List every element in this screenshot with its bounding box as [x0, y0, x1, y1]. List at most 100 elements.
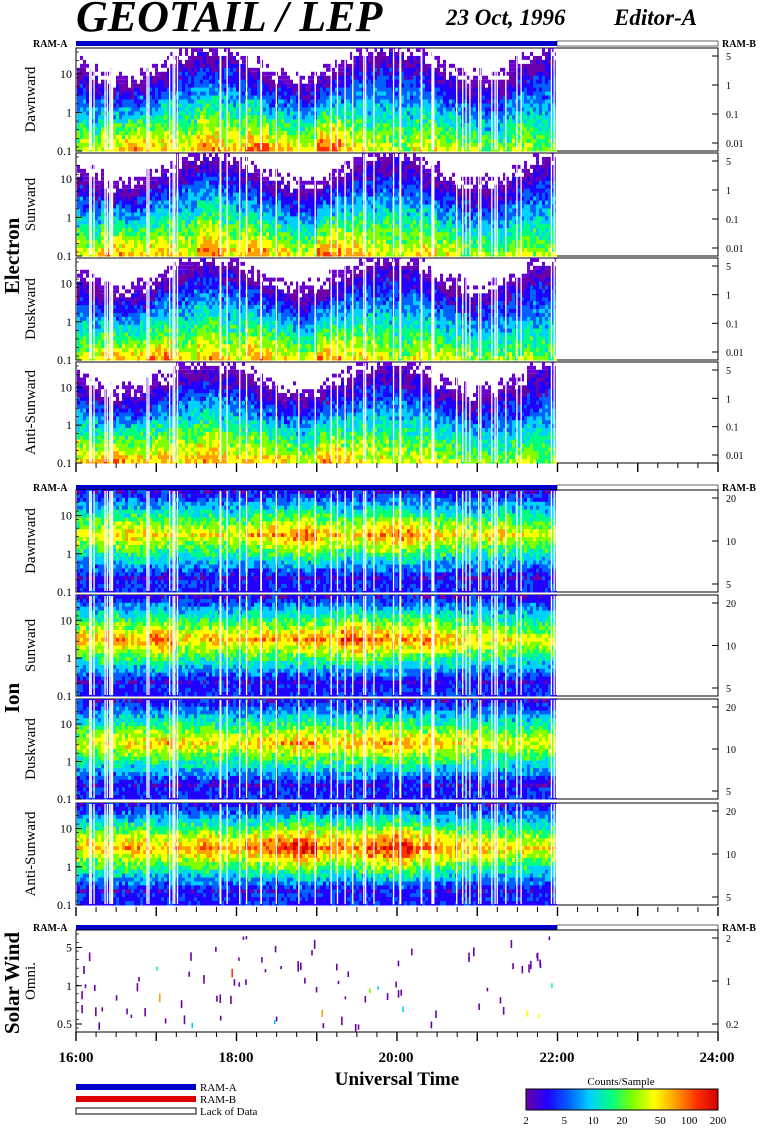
heatmap-cell — [254, 68, 257, 72]
heatmap-cell — [101, 100, 104, 104]
heatmap-cell — [203, 123, 206, 127]
heatmap-cell — [401, 103, 404, 107]
heatmap-cell — [131, 111, 134, 115]
plot-area: RAM-A RAM-BRAM-A RAM-BRAM-A RAM-B1010.1510.… — [23, 39, 756, 1041]
heatmap-cell — [248, 224, 251, 228]
heatmap-cell — [404, 123, 407, 127]
data-gap — [469, 49, 470, 150]
heatmap-cell — [209, 111, 212, 115]
heatmap-cell — [413, 92, 416, 96]
heatmap-cell — [140, 216, 143, 220]
heatmap-cell — [524, 119, 527, 123]
heatmap-cell — [194, 224, 197, 228]
heatmap-cell — [254, 84, 257, 88]
heatmap-cell — [383, 107, 386, 111]
heatmap-cell — [311, 115, 314, 119]
heatmap-cell — [353, 147, 356, 151]
heatmap-cell — [221, 135, 224, 139]
heatmap-cell — [143, 84, 146, 88]
heatmap-cell — [191, 153, 194, 157]
heatmap-cell — [242, 181, 245, 185]
heatmap-cell — [416, 64, 419, 68]
heatmap-cell — [428, 88, 431, 92]
heatmap-cell — [428, 115, 431, 119]
heatmap-cell — [443, 111, 446, 115]
heatmap-cell — [407, 127, 410, 131]
heatmap-cell — [86, 189, 89, 193]
heatmap-cell — [332, 96, 335, 100]
heatmap-cell — [158, 80, 161, 84]
heatmap-cell — [545, 143, 548, 147]
heatmap-cell — [443, 96, 446, 100]
heatmap-cell — [125, 236, 128, 240]
heatmap-cell — [257, 119, 260, 123]
heatmap-cell — [134, 131, 137, 135]
heatmap-cell — [473, 115, 476, 119]
heatmap-cell — [206, 236, 209, 240]
heatmap-cell — [425, 76, 428, 80]
heatmap-cell — [524, 56, 527, 60]
heatmap-cell — [155, 76, 158, 80]
heatmap-cell — [416, 60, 419, 64]
heatmap-cell — [449, 72, 452, 76]
heatmap-cell — [140, 139, 143, 143]
heatmap-cell — [158, 185, 161, 189]
heatmap-cell — [113, 248, 116, 252]
heatmap-cell — [152, 181, 155, 185]
heatmap-cell — [377, 76, 380, 80]
heatmap-cell — [272, 143, 275, 147]
heatmap-cell — [209, 127, 212, 131]
heatmap-cell — [80, 236, 83, 240]
heatmap-cell — [119, 92, 122, 96]
heatmap-cell — [404, 60, 407, 64]
heatmap-cell — [542, 96, 545, 100]
heatmap-cell — [134, 119, 137, 123]
heatmap-cell — [386, 143, 389, 147]
heatmap-cell — [524, 88, 527, 92]
heatmap-cell — [320, 131, 323, 135]
heatmap-cell — [266, 189, 269, 193]
heatmap-cell — [293, 103, 296, 107]
heatmap-cell — [482, 119, 485, 123]
heatmap-cell — [272, 131, 275, 135]
heatmap-cell — [251, 119, 254, 123]
heatmap-cell — [323, 76, 326, 80]
heatmap-cell — [191, 212, 194, 216]
heatmap-cell — [206, 60, 209, 64]
heatmap-cell — [449, 76, 452, 80]
heatmap-cell — [368, 135, 371, 139]
heatmap-cell — [287, 127, 290, 131]
heatmap-cell — [317, 107, 320, 111]
heatmap-cell — [203, 189, 206, 193]
heatmap-cell — [473, 68, 476, 72]
heatmap-cell — [380, 60, 383, 64]
data-gap — [480, 49, 481, 150]
heatmap-cell — [215, 111, 218, 115]
heatmap-cell — [380, 103, 383, 107]
heatmap-cell — [512, 115, 515, 119]
heatmap-cell — [257, 252, 260, 256]
heatmap-cell — [254, 72, 257, 76]
heatmap-cell — [347, 115, 350, 119]
heatmap-cell — [509, 123, 512, 127]
heatmap-cell — [236, 103, 239, 107]
heatmap-cell — [428, 103, 431, 107]
heatmap-cell — [185, 100, 188, 104]
heatmap-cell — [266, 123, 269, 127]
heatmap-cell — [236, 185, 239, 189]
heatmap-cell — [83, 84, 86, 88]
heatmap-cell — [485, 80, 488, 84]
heatmap-cell — [101, 103, 104, 107]
heatmap-cell — [233, 107, 236, 111]
heatmap-cell — [485, 131, 488, 135]
heatmap-cell — [278, 100, 281, 104]
heatmap-cell — [191, 80, 194, 84]
heatmap-cell — [524, 135, 527, 139]
heatmap-cell — [164, 177, 167, 181]
heatmap-cell — [179, 96, 182, 100]
heatmap-cell — [353, 111, 356, 115]
heatmap-cell — [95, 224, 98, 228]
heatmap-cell — [155, 181, 158, 185]
heatmap-cell — [257, 68, 260, 72]
heatmap-cell — [155, 185, 158, 189]
